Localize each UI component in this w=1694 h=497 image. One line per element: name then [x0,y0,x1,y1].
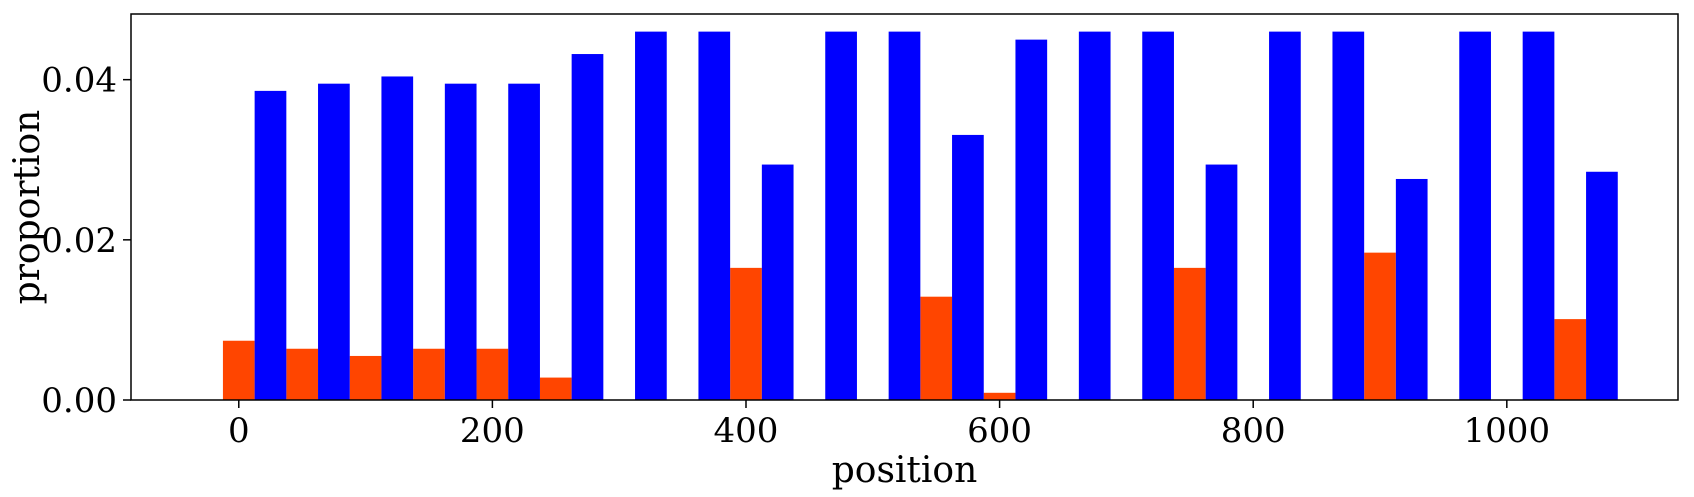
bar-series2-300 [635,31,667,401]
bar-series2-50 [318,83,350,401]
x-tick-label: 800 [1221,411,1286,451]
plot-frame [130,13,1679,401]
bar-series2-200 [508,83,540,401]
x-tick-label: 400 [714,411,779,451]
bar-series2-250 [571,54,604,400]
y-tick-label: 0.04 [41,61,117,101]
bar-series1-200 [476,348,509,400]
bar-series1-1050 [1554,319,1587,400]
bar-series2-900 [1395,178,1428,400]
bar-series2-400 [761,164,794,400]
x-axis-label: position [832,450,978,491]
x-axis-ticks: 0 200 400 600 800 1000 [228,400,1550,451]
x-tick-label: 0 [228,411,250,451]
bar-series2-950 [1459,31,1491,401]
y-tick-label: 0.02 [41,221,117,261]
bar-series1-550 [920,296,953,400]
bar-series2-500 [888,31,921,401]
bar-series1-900 [1364,252,1396,400]
bar-series1-150 [413,348,445,400]
bar-series2-650 [1078,31,1111,401]
bar-series2-350 [698,31,731,401]
bar-series1-50 [286,348,319,400]
bar-series2-0 [254,90,287,400]
x-tick-label: 600 [967,411,1032,451]
bar-series2-800 [1269,31,1301,401]
bar-series1-100 [349,355,382,400]
y-axis-ticks: 0.00 0.02 0.04 [41,61,131,421]
bar-series1-750 [1173,267,1206,400]
bar-series2-750 [1205,164,1238,400]
y-tick-label: 0.00 [41,381,117,421]
bar-series2-850 [1332,31,1365,401]
bar-series2-600 [1015,39,1048,400]
bar-series1-400 [730,267,762,400]
bar-series2-100 [381,76,414,401]
bar-series1-0 [222,340,255,400]
y-axis-label: proportion [7,110,48,305]
bar-series2-1000 [1522,31,1555,401]
bar-series2-1050 [1586,171,1618,400]
bar-series2-150 [444,83,477,401]
bars-layer [222,31,1618,401]
bar-series2-700 [1142,31,1174,401]
bar-series1-600 [983,392,1016,400]
x-tick-label: 1000 [1464,411,1551,451]
bar-series1-250 [539,377,572,400]
bar-series2-450 [825,31,857,401]
bar-series2-550 [952,134,984,401]
x-tick-label: 200 [460,411,525,451]
